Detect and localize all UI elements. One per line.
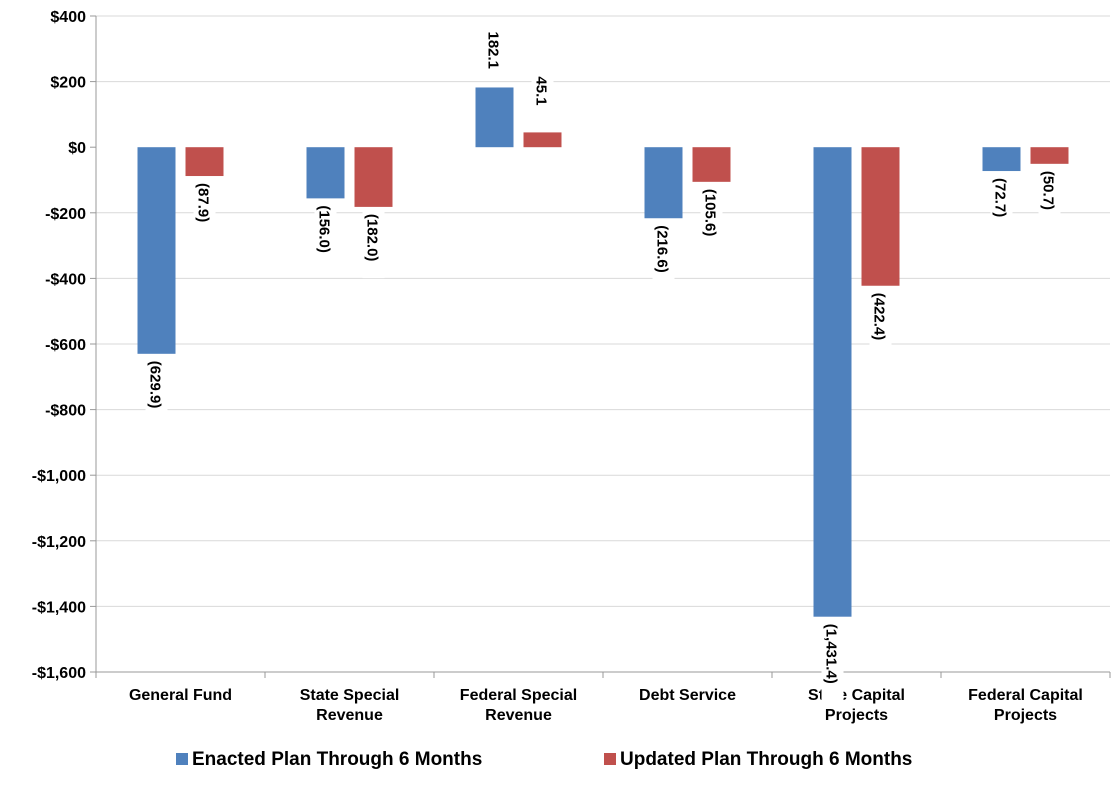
category-label-line: Federal Capital [968,687,1083,704]
category-label-line: General Fund [129,687,232,704]
data-label-background [1038,166,1061,227]
legend-swatch [176,753,188,765]
data-label: (216.6) [654,225,671,273]
bar [354,147,393,207]
data-label-group: (182.0) [362,209,385,279]
bar [1030,147,1069,164]
data-label: (50.7) [1040,171,1057,210]
bar [475,87,514,148]
data-label-group: (216.6) [652,221,675,290]
bar [523,132,562,148]
y-tick-label: -$600 [45,337,86,354]
data-label: (105.6) [702,189,719,237]
data-labels: (629.9) (156.0) 182.1 (216.6) (1,431.4) (72.7… [145,27,1061,706]
data-label: 45.1 [533,76,550,105]
data-label: (156.0) [316,205,333,253]
data-label-background [700,184,723,254]
data-label: (1,431.4) [823,624,840,684]
bar [137,147,176,354]
category-label: Federal Capital Projects [968,687,1083,724]
category-label-line: Debt Service [639,687,736,704]
y-tick-label: $200 [50,75,86,92]
legend: Enacted Plan Through 6 Months Updated Pla… [176,749,912,770]
category-label-line: Projects [825,707,888,724]
data-label-group: (156.0) [314,201,337,270]
bar [982,147,1021,172]
data-label: (422.4) [871,293,888,341]
y-tick-label: -$1,600 [32,665,86,682]
data-label-group: 45.1 [531,72,554,115]
data-label-background [362,209,385,279]
data-label-background [652,221,675,290]
data-label-group: (105.6) [700,184,723,254]
category-label: General Fund [129,687,232,704]
bar [185,147,224,177]
bars [137,87,1069,617]
data-label-group: (87.9) [193,179,216,239]
data-label-background [869,288,892,357]
legend-swatch [604,753,616,765]
data-label-background [193,179,216,239]
bar [644,147,683,219]
category-label: State Special Revenue [300,687,400,724]
data-label-background [990,174,1013,234]
data-label: (87.9) [195,183,212,222]
data-label-group: (50.7) [1038,166,1061,227]
data-label: 182.1 [485,31,502,69]
data-label-group: 182.1 [483,27,506,79]
data-label: (629.9) [147,361,164,409]
data-label-group: (72.7) [990,174,1013,234]
data-label-background [314,201,337,270]
gridlines [96,15,1110,673]
legend-label: Updated Plan Through 6 Months [620,749,912,770]
category-label: Debt Service [639,687,736,704]
bar [692,147,731,182]
bar [861,147,900,286]
y-tick-label: -$400 [45,271,86,288]
category-label-line: State Special [300,687,400,704]
y-tick-label: -$800 [45,403,86,420]
data-label-background [483,27,506,79]
data-label-background [531,72,554,115]
y-tick-label: $0 [68,140,86,157]
category-label-line: Projects [994,707,1057,724]
data-label-group: (422.4) [869,288,892,357]
y-tick-label: -$200 [45,206,86,223]
y-tick-label: -$1,200 [32,534,86,551]
bar [306,147,345,199]
data-label-group: (1,431.4) [821,619,844,706]
data-label: (182.0) [364,214,381,262]
category-label-line: Federal Special [460,687,577,704]
data-label-background [145,356,168,426]
y-tick-label: $400 [50,9,86,26]
y-tick-label: -$1,400 [32,599,86,616]
category-label-line: Revenue [485,707,552,724]
y-tick-label: -$1,000 [32,468,86,485]
data-label: (72.7) [992,178,1009,217]
legend-label: Enacted Plan Through 6 Months [192,749,482,770]
axes: $400 $200 $0 -$200 -$400 -$600 -$800 -$1,000 -$1… [32,9,1111,724]
data-label-group: (629.9) [145,356,168,426]
data-label-background [821,619,844,706]
category-label: Federal Special Revenue [460,687,577,724]
category-label-line: Revenue [316,707,383,724]
bar [813,147,852,617]
